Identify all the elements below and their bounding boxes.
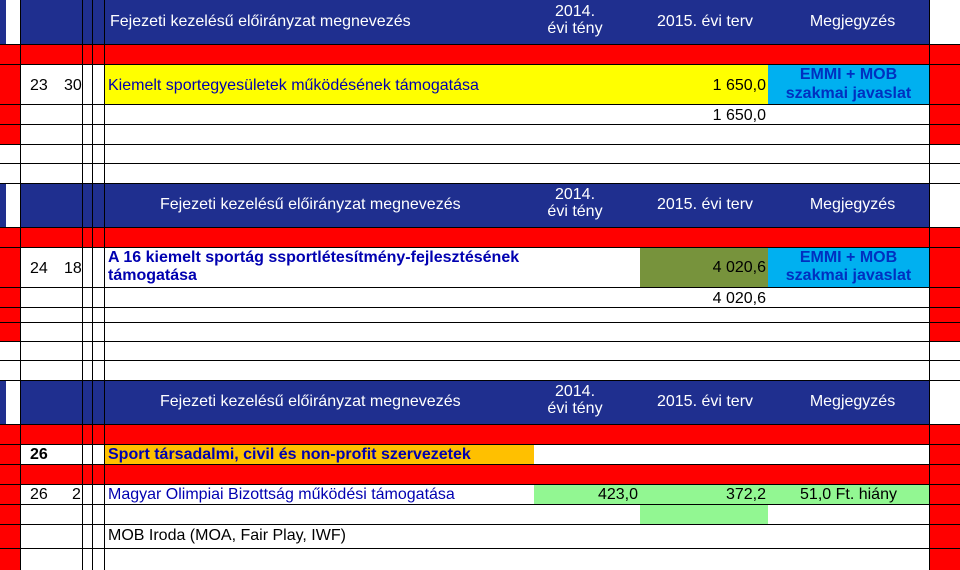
row-note-line1: EMMI + MOB bbox=[799, 66, 898, 83]
row-subtotal: 1 650,0 bbox=[712, 107, 766, 124]
grid-line bbox=[0, 524, 960, 525]
grid-line bbox=[0, 504, 960, 505]
grid-line bbox=[0, 360, 960, 361]
row-plan: 4 020,6 bbox=[712, 259, 766, 276]
header-strip-white bbox=[929, 183, 960, 227]
col-b: 30 bbox=[64, 77, 82, 94]
grid-line bbox=[929, 0, 930, 570]
col-b: 2 bbox=[72, 486, 81, 503]
header-name: Fejezeti kezelésű előirányzat megnevezés bbox=[160, 196, 461, 213]
grid-line bbox=[0, 380, 960, 381]
grid-line bbox=[0, 163, 960, 164]
header-name: Fejezeti kezelésű előirányzat megnevezés bbox=[160, 393, 461, 410]
grid-line bbox=[92, 0, 93, 570]
row-name: Magyar Olimpiai Bizottság működési támog… bbox=[108, 486, 455, 503]
header-strip-white bbox=[929, 0, 960, 44]
row-name-line2: támogatása bbox=[108, 267, 197, 284]
grid-line bbox=[0, 484, 960, 485]
grid-line bbox=[0, 341, 960, 342]
row-subtotal: 4 020,6 bbox=[712, 290, 766, 307]
red-band bbox=[20, 464, 929, 484]
header-year-plan: 2015. évi terv bbox=[656, 393, 754, 410]
grid-line bbox=[104, 0, 105, 570]
grid-line bbox=[0, 124, 960, 125]
header-note: Megjegyzés bbox=[809, 13, 896, 30]
row-note-line1: EMMI + MOB bbox=[799, 249, 898, 266]
red-side bbox=[929, 444, 960, 570]
grid-line bbox=[0, 444, 960, 445]
orange-group-cell bbox=[104, 444, 534, 464]
header-note: Megjegyzés bbox=[809, 393, 896, 410]
grid-line bbox=[20, 0, 21, 570]
grid-line bbox=[0, 247, 960, 248]
row-name: Kiemelt sportegyesületek működésének tám… bbox=[108, 77, 479, 94]
grid-line bbox=[0, 44, 960, 45]
grid-line bbox=[0, 322, 960, 323]
col-b: 18 bbox=[64, 260, 82, 277]
olive-plan-cell bbox=[640, 247, 768, 287]
header-note: Megjegyzés bbox=[809, 196, 896, 213]
grid-line bbox=[0, 227, 960, 228]
grid-line bbox=[0, 144, 960, 145]
grid-line bbox=[0, 424, 960, 425]
group-col-a: 26 bbox=[30, 446, 48, 463]
grid-line bbox=[0, 64, 960, 65]
col-a: 23 bbox=[30, 77, 48, 94]
header-band bbox=[0, 380, 960, 424]
row-name-line1: A 16 kiemelt sportág ssportlétesítmény-f… bbox=[108, 249, 520, 266]
header-strip-white bbox=[6, 380, 20, 424]
grid-line bbox=[0, 548, 960, 549]
row-note-line2: szakmai javaslat bbox=[785, 267, 912, 284]
grid-line bbox=[0, 183, 960, 184]
header-strip-white bbox=[929, 380, 960, 424]
red-side bbox=[0, 247, 20, 341]
header-year-plan: 2015. évi terv bbox=[656, 13, 754, 30]
header-year-plan: 2015. évi terv bbox=[656, 196, 754, 213]
row-plan: 372,2 bbox=[725, 486, 766, 503]
grid-line bbox=[0, 307, 960, 308]
cyan-note-cell bbox=[768, 64, 929, 104]
grid-line bbox=[0, 287, 960, 288]
red-band bbox=[0, 227, 960, 247]
group-name: Sport társadalmi, civil és non-profit sz… bbox=[108, 446, 471, 463]
header-year-actual: 2014. évi tény bbox=[547, 383, 603, 417]
red-side bbox=[929, 247, 960, 341]
header-band bbox=[0, 0, 960, 44]
green-sub-cell bbox=[640, 504, 768, 524]
red-side bbox=[0, 444, 20, 570]
red-band bbox=[0, 424, 960, 444]
row-note: 51,0 Ft. hiány bbox=[800, 486, 897, 503]
header-strip-white bbox=[6, 183, 20, 227]
grid-line bbox=[82, 0, 83, 570]
header-year-actual: 2014. évi tény bbox=[547, 186, 603, 220]
col-a: 26 bbox=[30, 486, 48, 503]
grid-line bbox=[0, 104, 960, 105]
cyan-note-cell bbox=[768, 247, 929, 287]
header-strip-white bbox=[6, 0, 20, 44]
row-actual: 423,0 bbox=[597, 486, 638, 503]
header-name: Fejezeti kezelésű előirányzat megnevezés bbox=[110, 13, 411, 30]
col-a: 24 bbox=[30, 260, 48, 277]
row-note-line2: szakmai javaslat bbox=[785, 85, 912, 102]
header-year-actual: 2014. évi tény bbox=[547, 3, 603, 37]
row-plan: 1 650,0 bbox=[712, 77, 766, 94]
red-band bbox=[0, 44, 960, 64]
grid-line bbox=[0, 464, 960, 465]
sub-name: MOB Iroda (MOA, Fair Play, IWF) bbox=[108, 527, 346, 544]
green-row-cell bbox=[534, 484, 929, 504]
yellow-name-cell bbox=[104, 64, 768, 104]
header-band bbox=[0, 183, 960, 227]
